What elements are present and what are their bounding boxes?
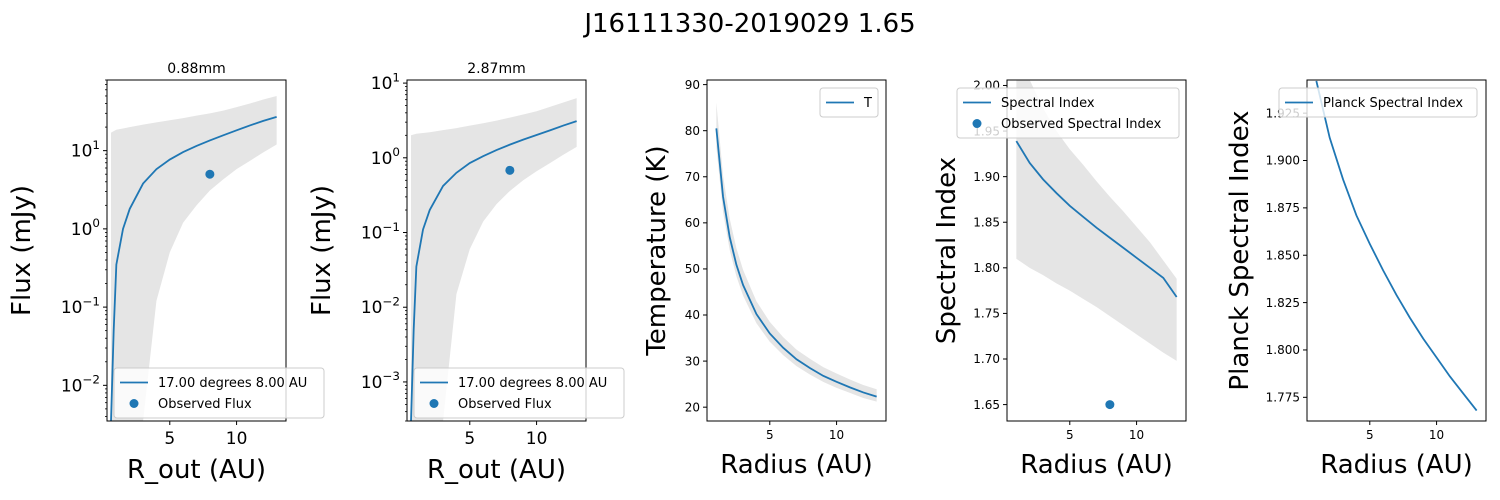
axes-frame: [406, 79, 587, 422]
series-line: [410, 120, 577, 421]
y-tick-label: 1.775: [1266, 391, 1300, 405]
y-tick-label: 60: [685, 216, 700, 230]
data-point: [1105, 400, 1115, 410]
y-tick-label: 1.825: [1266, 296, 1300, 310]
legend-box: [113, 367, 325, 419]
y-axis-label: Spectral Index: [932, 157, 962, 344]
chart-panel-4: 5101.651.701.751.801.851.901.952.00Radiu…: [932, 79, 1187, 480]
x-axis-label: Radius (AU): [1320, 450, 1473, 480]
chart-title: 2.87mm: [467, 61, 525, 77]
legend-label: 17.00 degrees 8.00 AU: [458, 376, 607, 391]
y-tick-label: 1.800: [1266, 343, 1300, 357]
plot-area: [715, 102, 877, 402]
series-line: [715, 128, 877, 398]
y-axis-label: Flux (mJy): [7, 185, 37, 316]
y-tick-label: 1.90: [973, 170, 1000, 184]
legend-box: [1278, 87, 1478, 118]
legend: Planck Spectral Index: [1278, 87, 1478, 118]
series-line: [1315, 80, 1478, 412]
legend-label: T: [863, 96, 872, 111]
x-axis-label: Radius (AU): [1020, 450, 1173, 480]
y-tick-label: 1.85: [973, 215, 1000, 229]
uncertainty-band: [111, 95, 277, 421]
x-tick-label: 5: [164, 429, 175, 449]
legend: Spectral Index Observed Spectral Index: [956, 87, 1180, 139]
legend-label: Observed Spectral Index: [1001, 117, 1162, 132]
legend-box: [413, 367, 625, 419]
chart-title: 0.88mm: [167, 61, 225, 77]
legend-label: Planck Spectral Index: [1323, 96, 1463, 111]
legend-label: Observed Flux: [458, 397, 552, 412]
y-tick-label: 30: [685, 354, 700, 368]
x-axis-label: Radius (AU): [720, 450, 873, 480]
y-tick-label: 1.75: [973, 307, 1000, 321]
x-tick-label: 5: [1066, 428, 1074, 442]
uncertainty-band: [1016, 80, 1177, 361]
y-axis-label: Flux (mJy): [307, 185, 337, 316]
x-tick-label: 10: [1129, 428, 1144, 442]
y-tick-label: 1.65: [973, 398, 1000, 412]
legend-marker-swatch: [429, 399, 439, 408]
y-tick-label: 1.850: [1266, 248, 1300, 262]
y-tick-label: 1.900: [1266, 154, 1300, 168]
legend-label: Observed Flux: [158, 397, 252, 412]
y-tick-label: 90: [685, 78, 700, 92]
data-point: [505, 165, 515, 175]
axes-frame: [706, 79, 887, 422]
x-tick-label: 10: [526, 429, 548, 449]
plot-area: [1315, 80, 1478, 412]
y-tick-label: 20: [685, 400, 700, 414]
y-tick-label: 40: [685, 308, 700, 322]
series-line: [110, 116, 277, 421]
axes-frame: [1006, 79, 1187, 422]
legend-marker-swatch: [129, 399, 139, 408]
legend: 17.00 degrees 8.00 AU Observed Flux: [113, 367, 325, 419]
chart-panel-3: 5 10 20 30 40 50 60 70 80 90 Radius (AU) Temperatur…: [642, 78, 887, 480]
y-tick-label: 50: [685, 262, 700, 276]
x-tick-label: 5: [464, 429, 475, 449]
plot-area: [410, 98, 577, 421]
x-tick-label: 10: [1429, 428, 1444, 442]
legend-box: [956, 87, 1180, 139]
series-line: [1015, 140, 1178, 298]
y-tick-label: 1.70: [973, 352, 1000, 366]
x-axis-label: R_out (AU): [427, 455, 566, 485]
x-axis-label: R_out (AU): [127, 455, 266, 485]
y-tick-label: 70: [685, 170, 700, 184]
y-axis-label: Planck Spectral Index: [1225, 110, 1255, 390]
y-axis-label: Temperature (K): [642, 145, 672, 356]
x-tick-label: 5: [1366, 428, 1374, 442]
figure-title: J16111330-2019029 1.65: [582, 9, 915, 39]
uncertainty-band: [411, 98, 577, 421]
x-tick-label: 10: [829, 428, 844, 442]
chart-panel-5: 5101.7751.8001.8251.8501.8751.9001.925Ra…: [1225, 79, 1487, 480]
legend-marker-swatch: [972, 119, 982, 128]
axes-frame: [1306, 79, 1487, 422]
plot-area: [1015, 80, 1178, 410]
plot-area: [110, 95, 277, 421]
y-tick-label: 80: [685, 124, 700, 138]
legend: T: [819, 87, 879, 118]
data-point: [205, 169, 215, 179]
axes-frame: [106, 79, 287, 422]
legend: 17.00 degrees 8.00 AU Observed Flux: [413, 367, 625, 419]
y-tick-label: 1.875: [1266, 201, 1300, 215]
legend-label: 17.00 degrees 8.00 AU: [158, 376, 307, 391]
x-tick-label: 5: [766, 428, 774, 442]
legend-label: Spectral Index: [1001, 96, 1095, 111]
y-tick-label: 1.80: [973, 261, 1000, 275]
x-tick-label: 10: [226, 429, 248, 449]
